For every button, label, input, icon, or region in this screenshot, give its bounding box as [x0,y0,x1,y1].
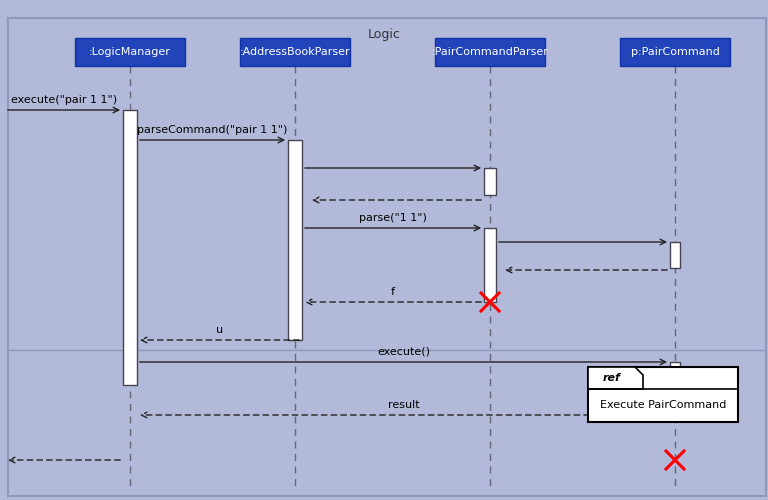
Polygon shape [588,367,643,389]
Text: execute("pair 1 1"): execute("pair 1 1") [11,95,117,105]
Text: u: u [216,325,223,335]
Text: p:PairCommand: p:PairCommand [631,47,720,57]
Bar [75,38,185,66]
Text: ref: ref [603,373,621,383]
Text: result: result [388,400,419,410]
Bar [484,228,496,302]
Text: :AddressBookParser: :AddressBookParser [240,47,350,57]
Bar [435,38,545,66]
Bar [670,242,680,268]
Text: Execute PairCommand: Execute PairCommand [600,400,727,410]
Text: execute(): execute() [377,347,430,357]
Bar [123,110,137,385]
Bar [620,38,730,66]
Text: parseCommand("pair 1 1"): parseCommand("pair 1 1") [137,125,288,135]
Bar [588,367,738,422]
Text: f: f [391,287,395,297]
Text: :PairCommandParser: :PairCommandParser [432,47,548,57]
Bar [670,362,680,415]
Text: Logic: Logic [368,28,400,41]
Text: :LogicManager: :LogicManager [89,47,171,57]
Bar [484,168,496,195]
Bar [240,38,350,66]
Text: parse("1 1"): parse("1 1") [359,213,427,223]
Bar [288,140,302,340]
